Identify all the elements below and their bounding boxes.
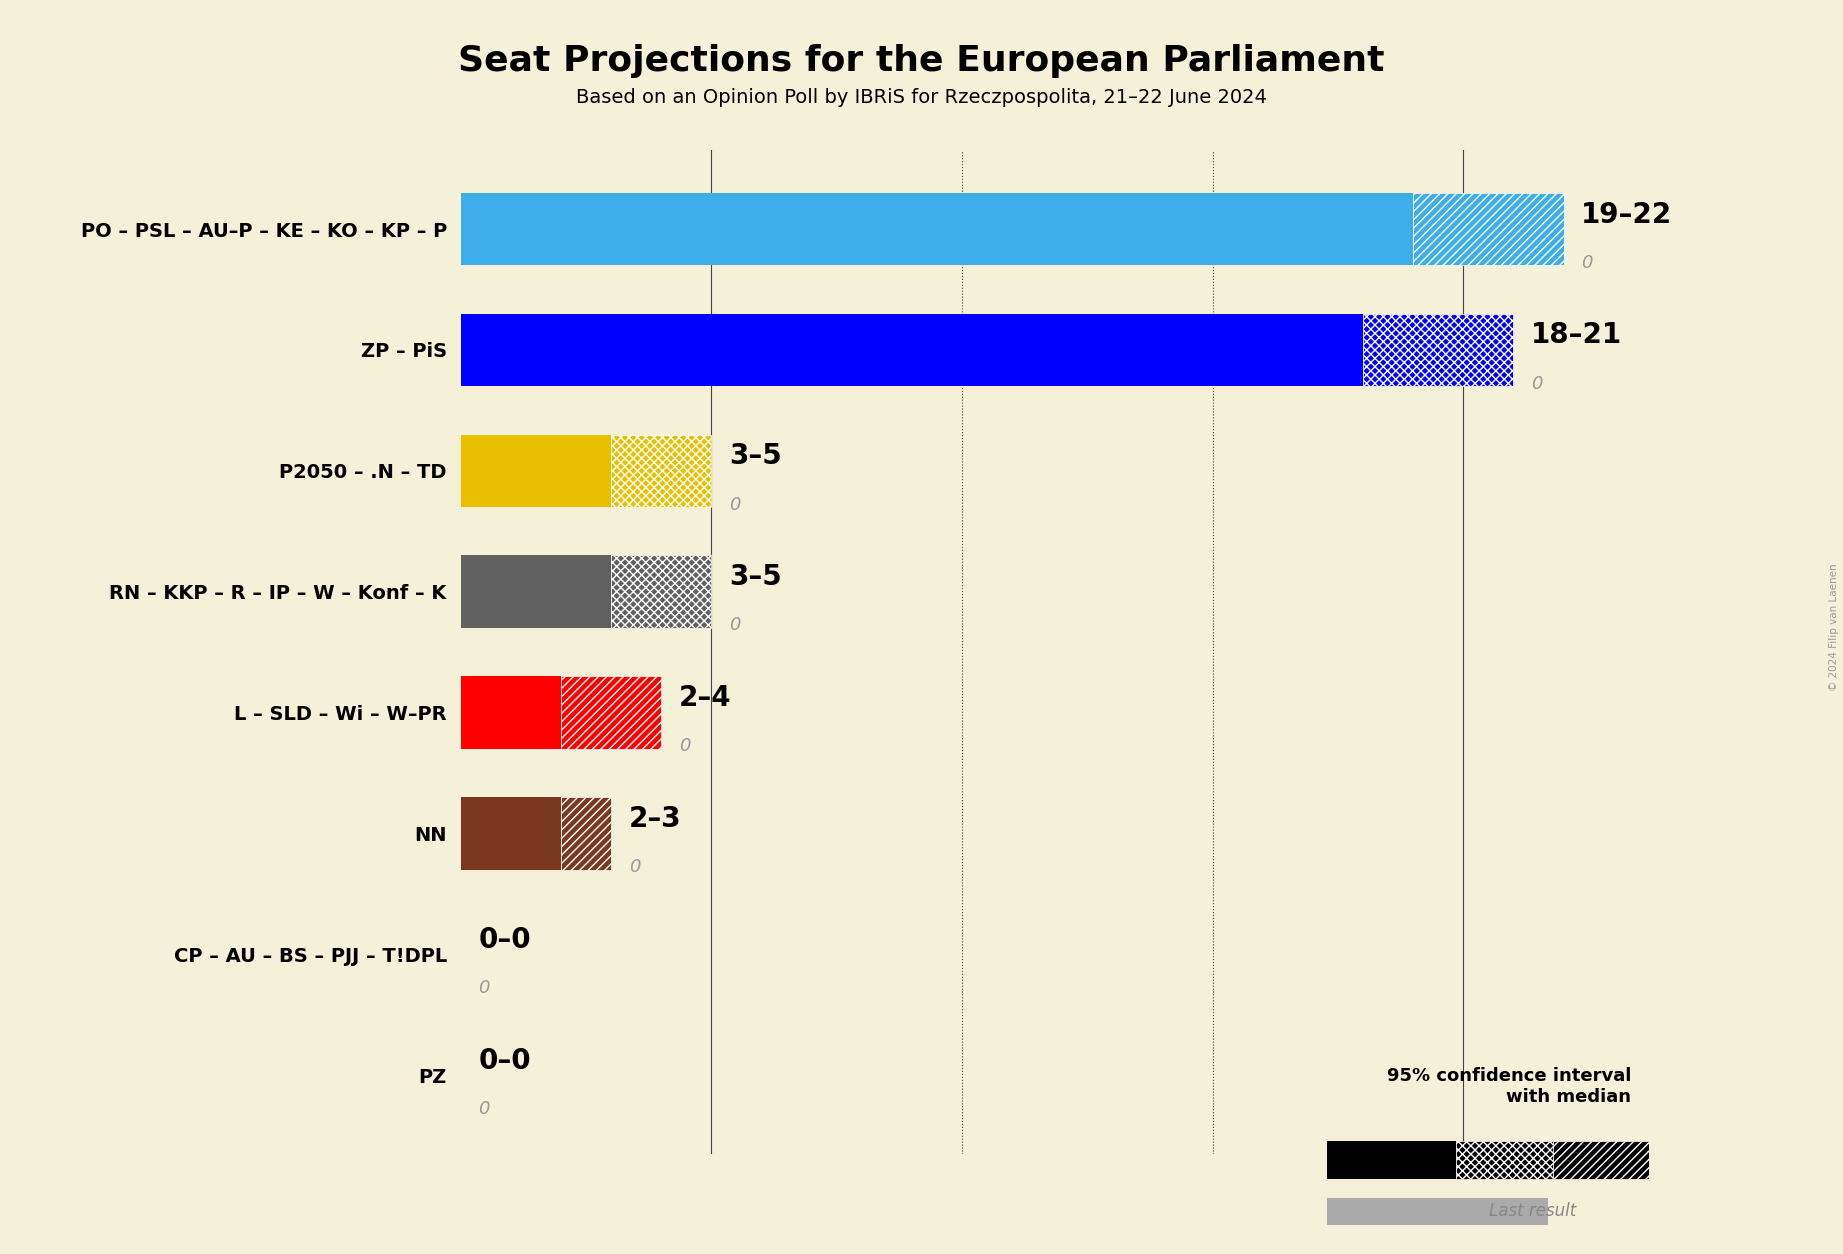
Bar xyxy=(1456,1141,1552,1179)
Text: 0–0: 0–0 xyxy=(479,925,531,954)
Text: 0–0: 0–0 xyxy=(479,1047,531,1075)
Bar xyxy=(1327,1199,1548,1224)
Text: Last result: Last result xyxy=(1489,1203,1576,1220)
Bar xyxy=(461,314,1364,386)
Bar xyxy=(461,556,612,628)
Text: 0: 0 xyxy=(1581,253,1592,272)
Text: 2–3: 2–3 xyxy=(628,805,682,833)
Bar xyxy=(1364,314,1513,386)
Bar xyxy=(1414,193,1563,266)
Bar xyxy=(461,798,560,869)
Text: 0: 0 xyxy=(730,495,741,514)
Text: 0: 0 xyxy=(479,979,490,997)
Bar xyxy=(612,435,711,507)
Bar xyxy=(461,193,1414,266)
Text: 0: 0 xyxy=(730,617,741,635)
Bar xyxy=(461,676,560,749)
Bar xyxy=(560,798,612,869)
Bar xyxy=(461,435,612,507)
Text: 3–5: 3–5 xyxy=(730,443,781,470)
Text: Based on an Opinion Poll by IBRiS for Rzeczpospolita, 21–22 June 2024: Based on an Opinion Poll by IBRiS for Rz… xyxy=(577,88,1266,107)
Text: 0: 0 xyxy=(628,858,640,877)
Text: 3–5: 3–5 xyxy=(730,563,781,591)
Text: 0: 0 xyxy=(678,737,691,755)
Text: 19–22: 19–22 xyxy=(1581,201,1672,228)
Bar xyxy=(1552,1141,1649,1179)
Bar xyxy=(612,556,711,628)
Text: Seat Projections for the European Parliament: Seat Projections for the European Parlia… xyxy=(459,44,1384,78)
Bar xyxy=(1327,1141,1456,1179)
Bar xyxy=(560,676,662,749)
Text: 0: 0 xyxy=(479,1100,490,1119)
Text: 2–4: 2–4 xyxy=(678,683,732,712)
Text: 0: 0 xyxy=(1532,375,1543,393)
Text: 95% confidence interval
with median: 95% confidence interval with median xyxy=(1386,1067,1631,1106)
Text: 18–21: 18–21 xyxy=(1532,321,1622,350)
Text: © 2024 Filip van Laenen: © 2024 Filip van Laenen xyxy=(1830,563,1839,691)
